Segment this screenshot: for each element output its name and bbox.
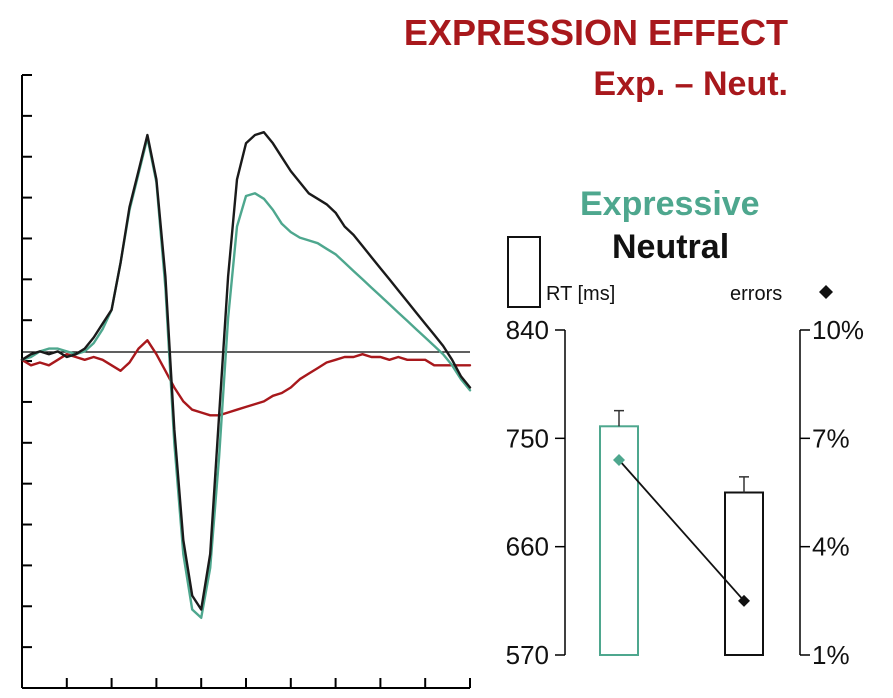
errors-point-expressive: [613, 454, 625, 466]
errors-axis-tick-label: 10%: [812, 315, 864, 345]
legend-expressive: Expressive: [580, 185, 760, 223]
errors-axis-tick-label: 1%: [812, 640, 850, 670]
errors-point-neutral: [738, 594, 750, 607]
rt-axis-tick-label: 570: [506, 640, 549, 670]
rt-bar-neutral: [724, 491, 764, 656]
errors-axis-tick-label: 4%: [812, 532, 850, 562]
errors-line: [618, 459, 745, 602]
rt-bar-chart: 840 750 660 570 10% 7% 4% 1%: [506, 315, 864, 670]
legend-neutral: Neutral: [612, 228, 729, 266]
rt-legend-swatch: [507, 236, 541, 308]
series-line-neutral: [20, 131, 472, 611]
rt-axis-tick-label: 660: [506, 532, 549, 562]
legend-errors: errors: [730, 283, 782, 305]
waveform-chart: [20, 74, 472, 689]
chart-subtitle: Exp. – Neut.: [593, 65, 788, 103]
errors-axis-tick-label: 7%: [812, 423, 850, 453]
series-line-expressive: [20, 136, 472, 619]
legend-rt: RT [ms]: [546, 283, 615, 305]
chart-title: EXPRESSION EFFECT: [404, 12, 788, 53]
errors-legend-diamond: [819, 285, 833, 299]
series-line-exp-neut: [20, 339, 472, 417]
rt-axis-tick-label: 840: [506, 315, 549, 345]
rt-axis-tick-label: 750: [506, 423, 549, 453]
